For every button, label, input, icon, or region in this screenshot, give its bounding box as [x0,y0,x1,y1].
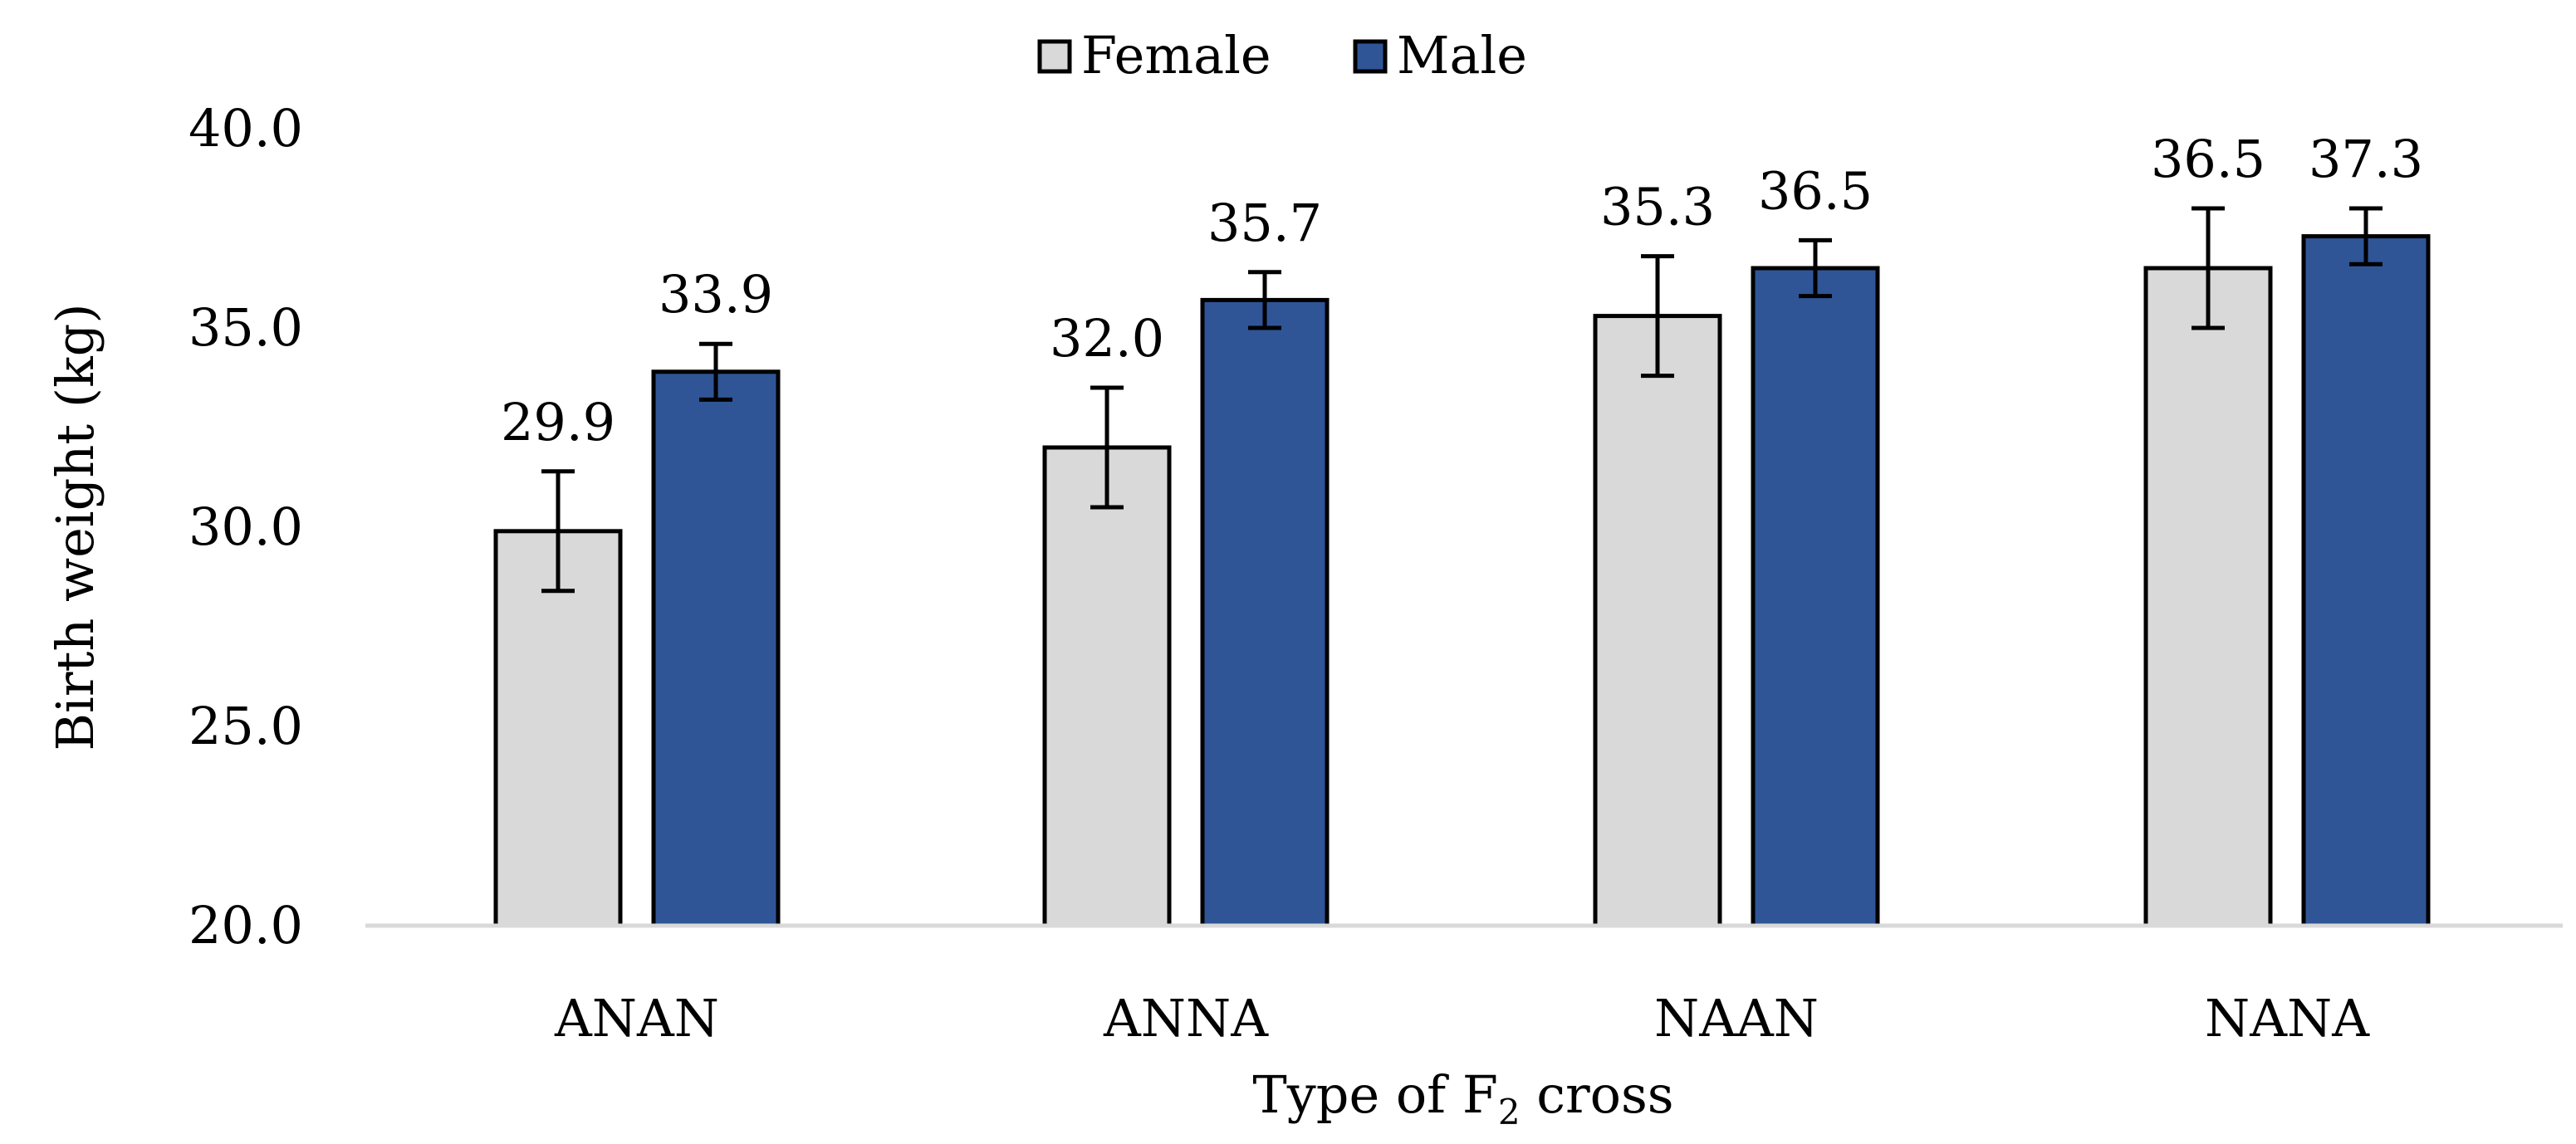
legend-label-male: Male [1397,25,1527,86]
bar-male-anna [1200,297,1330,928]
x-axis-title-main: Type of F [1252,1064,1497,1125]
data-label-male-naan: 36.5 [1758,160,1873,221]
x-axis-title-suffix: cross [1521,1064,1674,1125]
y-axis-ticks: 20.0 25.0 30.0 35.0 40.0 [189,98,303,956]
y-axis-title: Birth weight (kg) [45,303,105,750]
data-label-male-anna: 35.7 [1207,193,1322,253]
x-axis-categories: ANAN ANNA NAAN NANA [554,988,2370,1049]
legend-swatch-female [1037,39,1072,74]
legend-swatch-male [1353,39,1388,74]
x-tick-label: ANNA [1103,988,1269,1049]
y-tick-label: 25.0 [189,696,303,756]
bar-male-anan [651,369,781,928]
bar-female-nana [2143,266,2273,928]
y-tick-label: 30.0 [189,496,303,557]
bar-female-naan [1593,314,1722,928]
y-tick-label: 20.0 [189,895,303,956]
data-labels: 29.9 33.9 32.0 35.7 35.3 36.5 36.5 37.3 [501,129,2423,452]
legend: Female Male [1037,25,1527,86]
y-tick-label: 35.0 [189,297,303,358]
x-axis-title-subscript: 2 [1498,1092,1521,1132]
bars [493,234,2431,928]
bar-male-nana [2301,234,2431,928]
legend-label-female: Female [1081,25,1271,86]
y-tick-label: 40.0 [189,98,303,159]
error-bars [541,206,2383,594]
x-tick-label: NAAN [1654,988,1819,1049]
x-axis-title: Type of F2 cross [1252,1064,1673,1132]
data-label-female-anna: 32.0 [1050,308,1164,369]
bar-female-anan [493,529,623,928]
data-label-male-nana: 37.3 [2309,129,2423,189]
data-label-female-nana: 36.5 [2151,129,2265,189]
bar-male-naan [1751,266,1880,928]
data-label-female-anan: 29.9 [501,392,615,452]
x-tick-label: ANAN [554,988,719,1049]
bar-female-anna [1042,445,1172,928]
data-label-female-naan: 35.3 [1600,177,1715,237]
x-tick-label: NANA [2205,988,2370,1049]
data-label-male-anan: 33.9 [659,264,773,325]
